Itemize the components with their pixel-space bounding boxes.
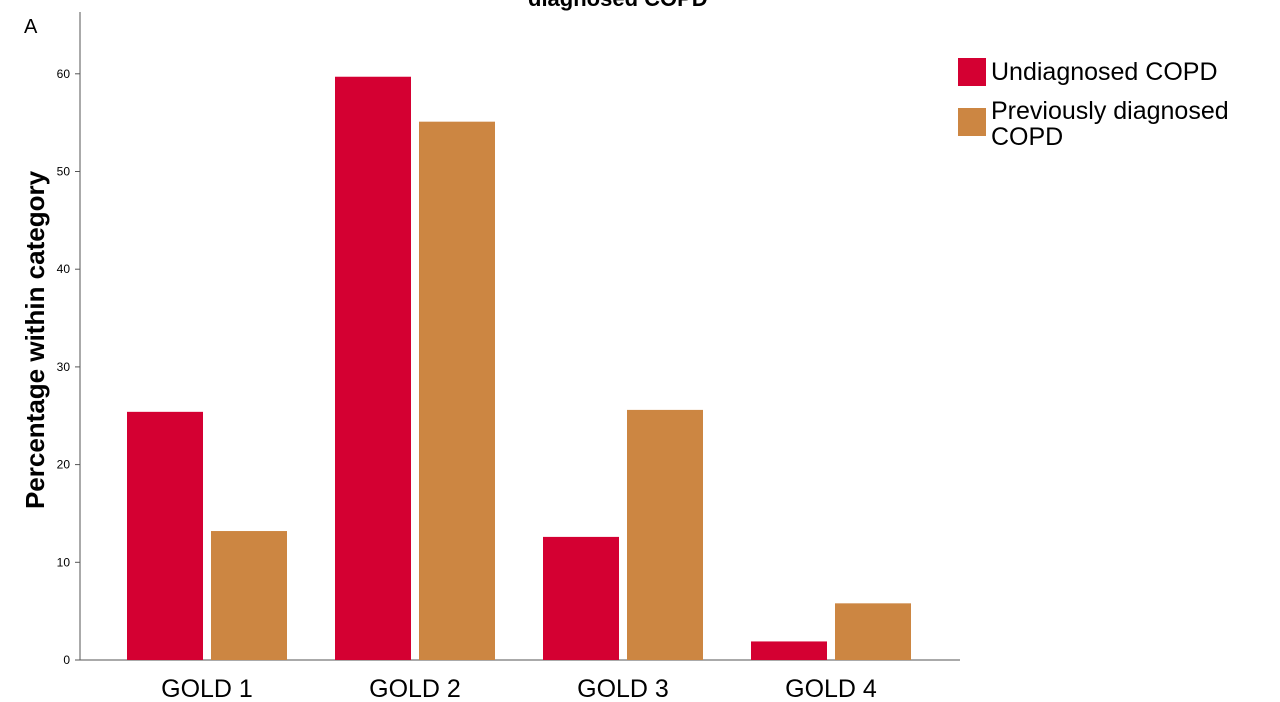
bar [627,409,703,660]
y-tick-label: 40 [57,262,71,276]
bar [127,411,203,660]
legend-swatch-undiagnosed [958,58,986,86]
legend-label-undiagnosed: Undiagnosed COPD [991,58,1218,86]
x-tick-label: GOLD 4 [785,675,877,702]
y-tick-label: 20 [57,458,71,472]
chart-title: diagnosed COPD [528,0,708,12]
y-tick-label: 50 [57,165,71,179]
bar [419,121,495,661]
bar [751,641,827,660]
x-tick-label: GOLD 3 [577,675,669,702]
bar [835,603,911,660]
y-tick-label: 30 [57,360,71,374]
x-axis: GOLD 1 GOLD 2 GOLD 3 GOLD 4 [80,659,960,702]
y-tick-label: 60 [57,67,71,81]
y-axis-label: Percentage within category [20,170,50,509]
legend-label-line1: Previously diagnosed [991,97,1229,125]
legend-label-previously-diagnosed: Previously diagnosed COPD [991,98,1280,150]
bar [335,76,411,660]
legend-swatch-previously-diagnosed [958,108,986,136]
legend-label-line2: COPD [991,123,1064,151]
panel-label: A [24,16,38,38]
y-tick-label: 0 [63,653,70,667]
bars [127,76,911,661]
x-tick-label: GOLD 1 [161,675,253,702]
x-tick-label: GOLD 2 [369,675,461,702]
bar [211,531,287,660]
y-tick-label: 10 [57,555,71,569]
y-axis: 0 10 20 30 40 50 60 [57,12,81,667]
bar [543,536,619,660]
